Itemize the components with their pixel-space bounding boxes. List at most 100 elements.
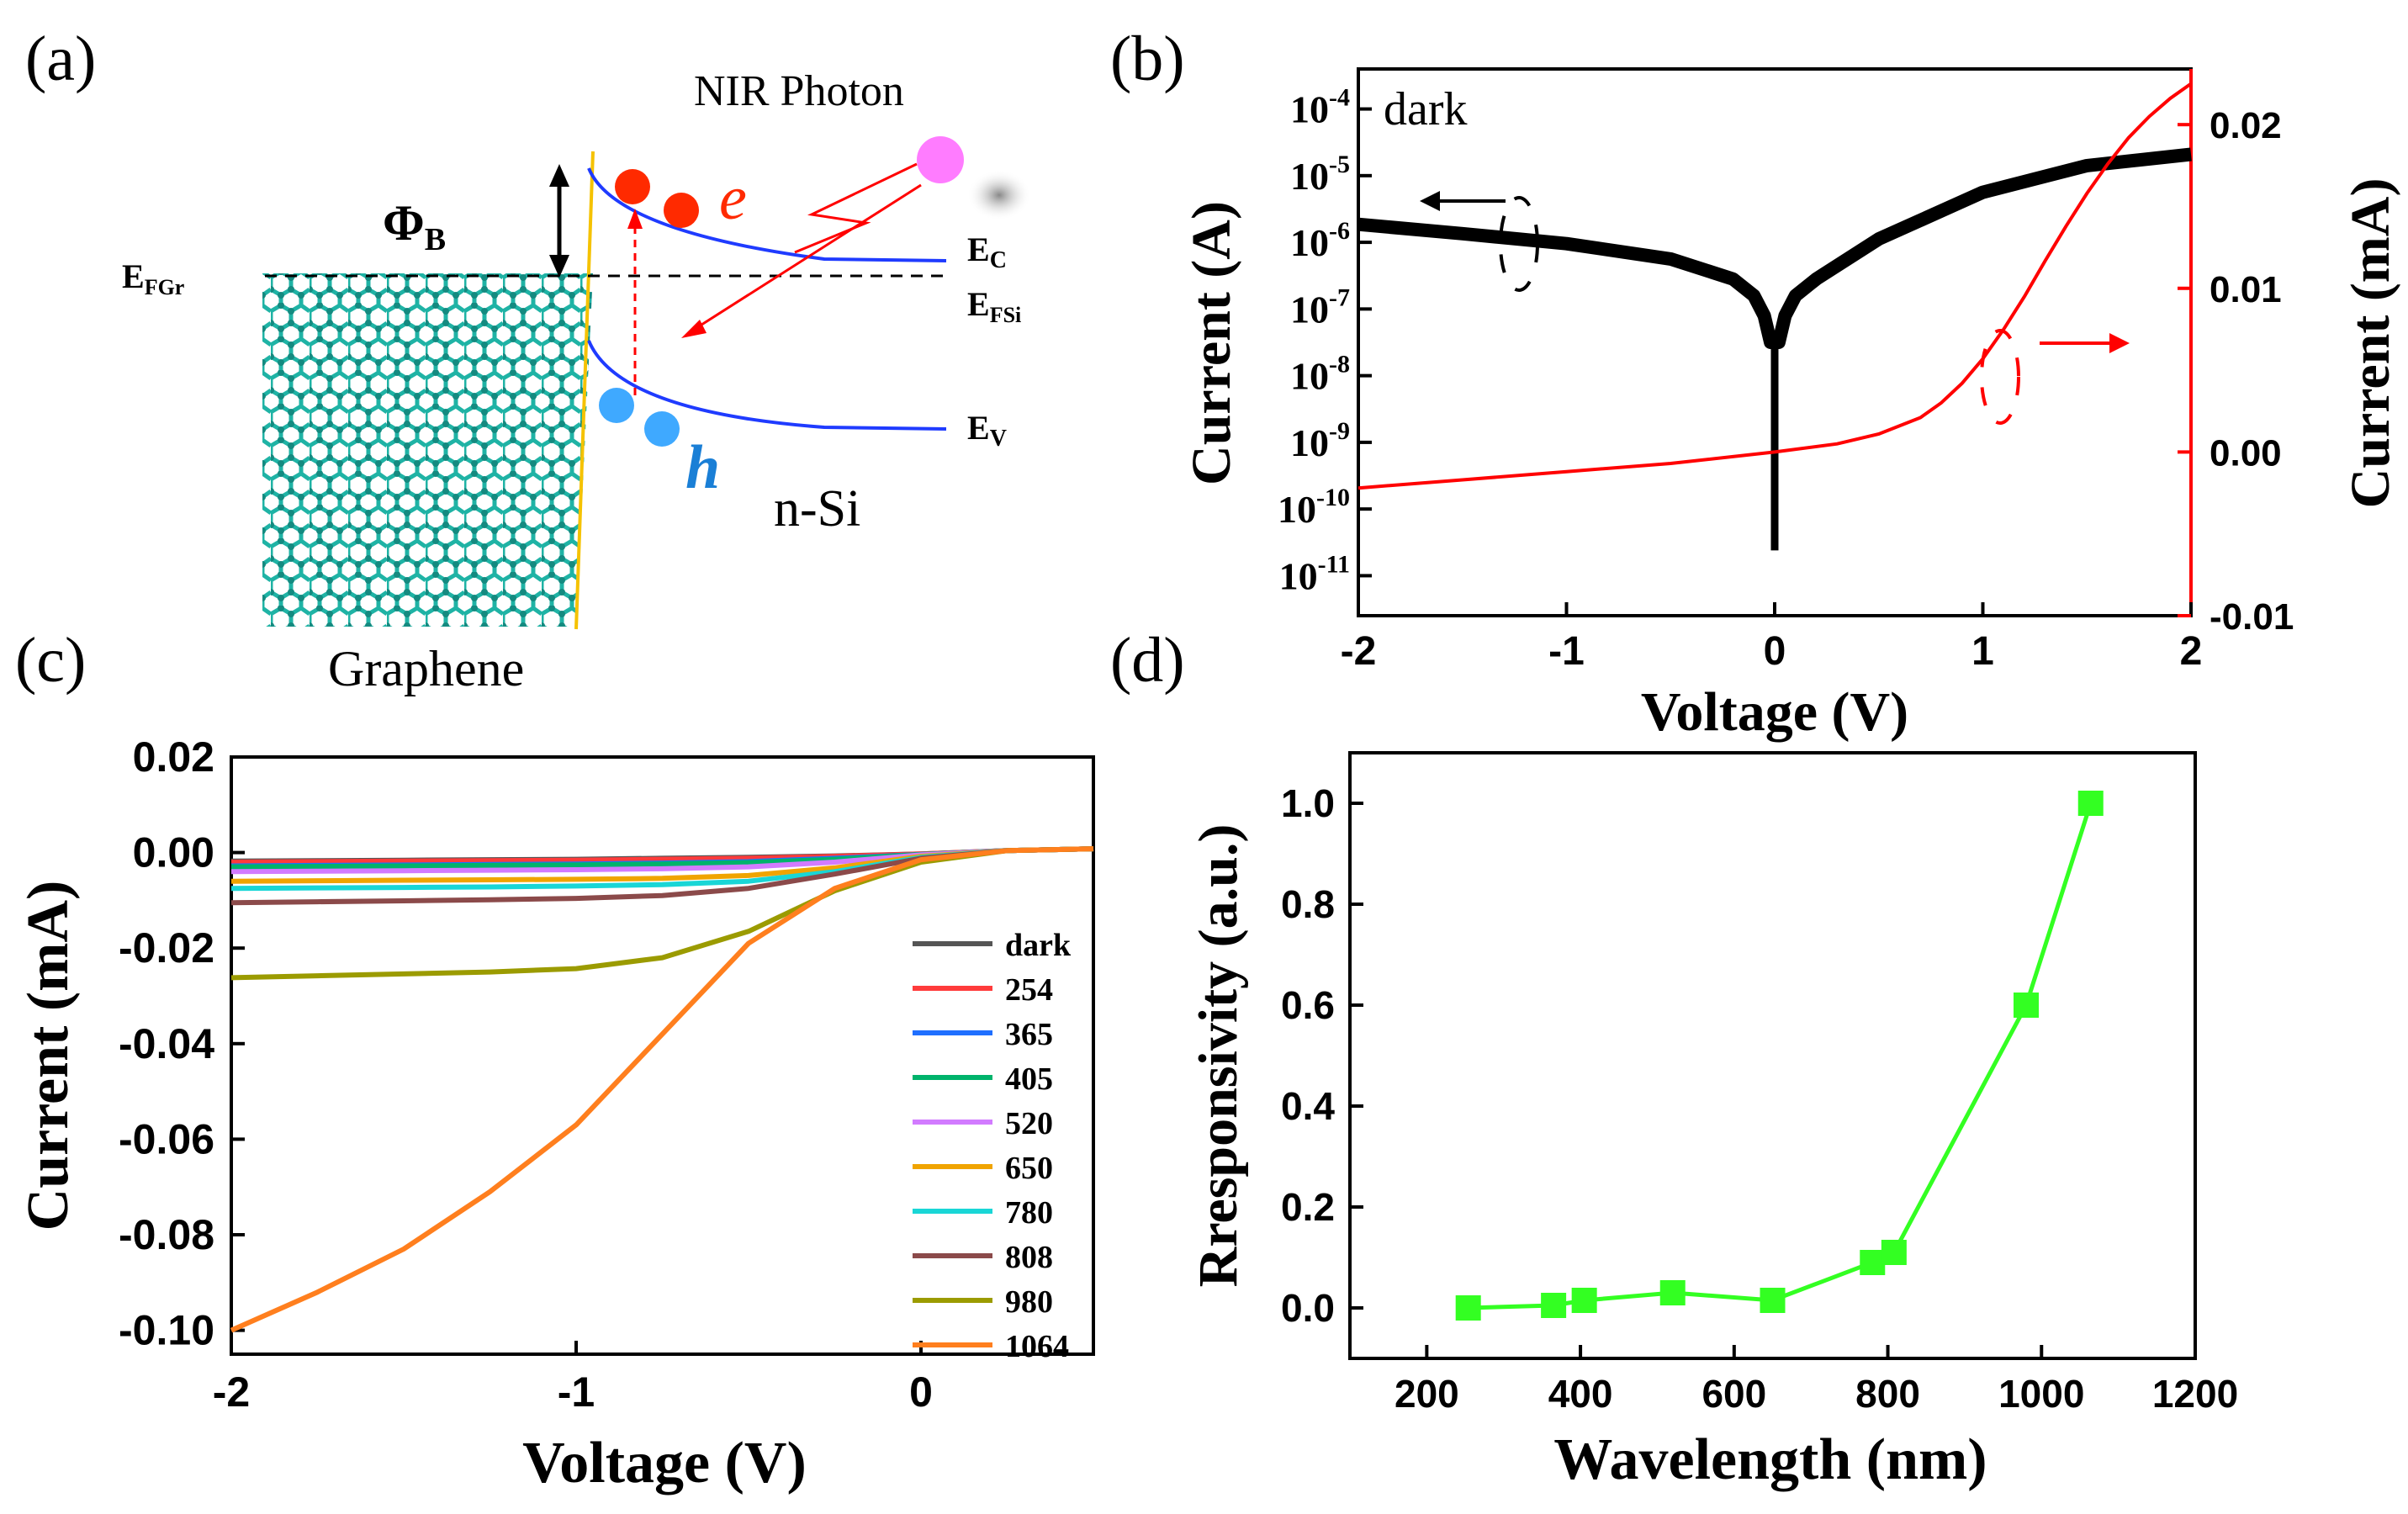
- chart-c: -2 -1 0 0.02 0.00 -0.02 -0.04 -0.06 -0.08 -0.10 d…: [16, 733, 1095, 1495]
- hole-icon: [599, 388, 634, 423]
- chart-c-legend-label: 1064: [1005, 1329, 1069, 1364]
- tick-exponent: -11: [1318, 550, 1350, 578]
- n-si-label: n-Si: [774, 480, 860, 537]
- chart-d-point: [1455, 1295, 1481, 1321]
- chart-c-ylabel: Current (mA): [16, 881, 81, 1231]
- panel-label-b: (b): [1110, 24, 1185, 94]
- chart-d-frame: [1348, 751, 2197, 1360]
- chart-b-left-arrow-head: [1420, 191, 1440, 211]
- chart-b-yleft-tick-label: 10-10: [1278, 484, 1350, 531]
- tick-base: 10: [1290, 88, 1329, 131]
- chart-c-ytick-label: -0.04: [119, 1020, 214, 1067]
- chart-b-yright-tick-label: 0.01: [2210, 269, 2282, 310]
- chart-b-yleft-tick-label: 10-6: [1290, 217, 1350, 264]
- chart-d-xtick-label: 600: [1701, 1372, 1766, 1416]
- tick-exponent: -4: [1329, 84, 1350, 112]
- chart-d-point: [1659, 1280, 1686, 1305]
- barrier-arrow-down-head: [549, 255, 569, 278]
- chart-d-ytick-label: 0.4: [1281, 1084, 1335, 1128]
- chart-b-xtick-label: 0: [1764, 629, 1786, 674]
- chart-d-ytick-label: 0.0: [1281, 1286, 1335, 1330]
- excitation-arrow-head: [627, 209, 643, 229]
- chart-c-xlabel: Voltage (V): [522, 1431, 807, 1495]
- photon-shadow: [967, 170, 1031, 220]
- chart-d-xtick-label: 1200: [2152, 1372, 2238, 1416]
- band-diagram: NIR Photon ΦB EFGr EC EFSi EV e h n-Si G…: [122, 67, 1031, 696]
- tick-base: 10: [1290, 155, 1329, 198]
- ec-subscript: C: [990, 247, 1007, 273]
- chart-c-legend-label: 808: [1005, 1240, 1053, 1275]
- ev-subscript: V: [990, 426, 1007, 452]
- chart-c-frame: [230, 755, 1095, 1356]
- chart-c-xtick-label: -1: [558, 1368, 595, 1416]
- chart-b-yleft-tick-label: 10-8: [1290, 351, 1350, 398]
- barrier-subscript: B: [425, 222, 446, 257]
- graphene-fermi-label: EFGr: [122, 257, 184, 299]
- tick-base: 10: [1290, 421, 1329, 464]
- tick-base: 10: [1279, 554, 1318, 597]
- chart-b-yright-tick-label: 0.02: [2210, 105, 2282, 146]
- chart-d: 200 400 600 800 1000 1200 0.0 0.2 0.4 0.6 0.8 1.0 W…: [1188, 751, 2238, 1492]
- chart-d-xtick-label: 800: [1855, 1372, 1920, 1416]
- panel-label-d: (d): [1110, 625, 1185, 696]
- barrier-symbol: Φ: [383, 195, 425, 251]
- photon-icon: [917, 136, 964, 183]
- chart-c-ytick-label: -0.08: [119, 1211, 214, 1258]
- chart-b-ylabel-left: Current (A): [1181, 201, 1242, 485]
- ev-label: EV: [967, 409, 1007, 452]
- chart-b-yleft-tick-label: 10-9: [1290, 417, 1350, 464]
- chart-b-right-arrow-head: [2109, 333, 2130, 353]
- panel-label-c: (c): [15, 625, 86, 696]
- chart-b-yright-tick-label: 0.00: [2210, 432, 2282, 474]
- chart-d-ytick-label: 0.2: [1281, 1185, 1335, 1229]
- chart-c-legend-label: 780: [1005, 1195, 1053, 1231]
- chart-b-right-marker-ring: [1980, 329, 2020, 425]
- efgr-subscript: FGr: [145, 275, 185, 299]
- chart-b-yleft-tick-label: 10-11: [1279, 550, 1350, 597]
- barrier-arrow-up-head: [549, 164, 569, 187]
- chart-b-yright-tick-label: -0.01: [2210, 596, 2294, 638]
- tick-exponent: -7: [1329, 283, 1350, 311]
- chart-d-xlabel: Wavelength (nm): [1553, 1427, 1987, 1492]
- tick-base: 10: [1290, 355, 1329, 398]
- efgr-symbol: E: [122, 257, 145, 295]
- chart-d-ytick-label: 1.0: [1281, 781, 1335, 825]
- tick-base: 10: [1290, 288, 1329, 331]
- chart-c-legend-label: 405: [1005, 1061, 1053, 1097]
- ec-label: EC: [967, 230, 1007, 273]
- photon-arrow-head: [681, 320, 707, 338]
- chart-c-series-1064: [230, 846, 1094, 1333]
- chart-c-ytick-label: -0.10: [119, 1307, 214, 1354]
- valence-band: [587, 340, 947, 431]
- chart-d-ytick-label: 0.8: [1281, 882, 1335, 926]
- chart-d-point: [2014, 993, 2039, 1018]
- tick-exponent: -8: [1329, 351, 1350, 378]
- chart-b-ylabel-right: Current (mA): [2340, 178, 2401, 509]
- chart-c-legend-label: 650: [1005, 1151, 1053, 1186]
- chart-c-legend-label: 520: [1005, 1106, 1053, 1141]
- chart-b-xtick-label: -2: [1341, 629, 1377, 674]
- nir-photon-label: NIR Photon: [694, 67, 904, 115]
- chart-b-dark-log-curve: [1357, 147, 2192, 349]
- chart-d-point: [1860, 1250, 1886, 1275]
- efsi-label: EFSi: [967, 285, 1021, 327]
- barrier-label: ΦB: [383, 195, 446, 257]
- chart-d-point: [1541, 1293, 1567, 1318]
- chart-b-annotation: dark: [1384, 83, 1468, 135]
- electron-icon-2: [664, 193, 699, 228]
- chart-b-yleft-tick-label: 10-5: [1290, 151, 1350, 198]
- chart-b-yleft-tick-label: 10-4: [1290, 84, 1350, 131]
- chart-d-point: [1881, 1240, 1907, 1265]
- chart-b-xtick-label: 1: [1971, 629, 1994, 674]
- chart-c-ytick-label: 0.02: [133, 733, 214, 781]
- tick-exponent: -5: [1329, 151, 1350, 178]
- chart-d-xtick-label: 400: [1548, 1372, 1613, 1416]
- ec-symbol: E: [967, 230, 990, 268]
- efsi-symbol: E: [967, 285, 990, 323]
- photon-arrow: [689, 183, 922, 334]
- chart-b-yleft-tick-label: 10-7: [1290, 283, 1350, 331]
- hole-label: h: [685, 433, 720, 502]
- graphene-label: Graphene: [328, 641, 524, 696]
- graphene-lattice: [262, 273, 593, 627]
- chart-c-legend-label: dark: [1005, 928, 1072, 963]
